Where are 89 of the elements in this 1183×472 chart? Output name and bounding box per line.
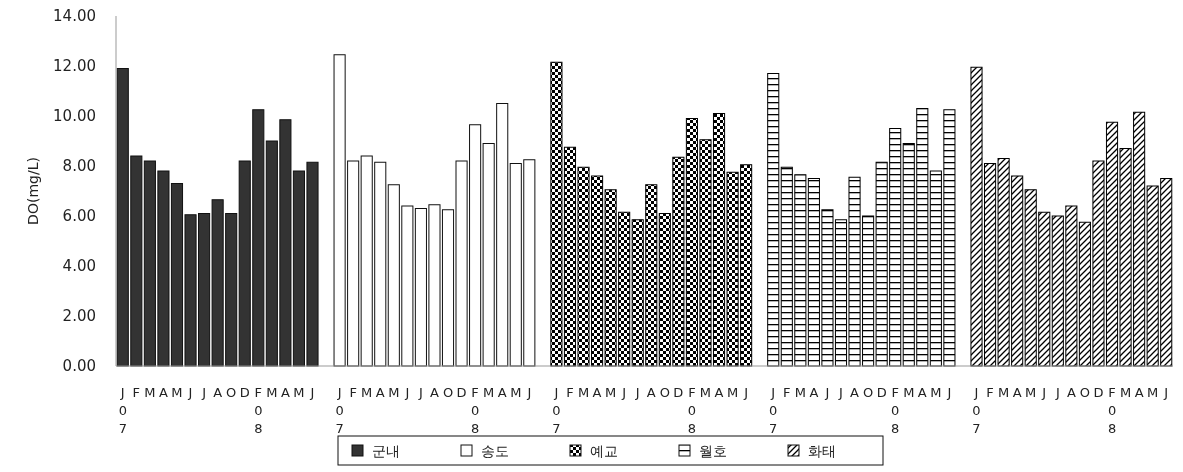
y-tick-label: 6.00 [62,207,96,225]
x-tick-label: J [634,385,640,400]
x-tick-label: A [1134,385,1144,400]
x-tick-label: J [526,385,532,400]
legend-label: 월호 [699,443,727,459]
x-tick-label: F [986,385,994,400]
x-tick-label: M [605,385,617,400]
legend-label: 군내 [372,443,400,459]
x-tick-label: J [838,385,843,400]
x-tick-label: D [673,385,684,400]
legend-label: 송도 [481,443,509,459]
x-tick-label: M [998,385,1010,400]
x-tick-label: F 0 8 [891,385,900,436]
x-tick-label: D [456,385,467,400]
x-tick-label: F 0 8 [254,385,263,436]
legend-label: 화태 [808,443,836,459]
x-tick-label: M [388,385,400,400]
x-tick-label: A [850,385,860,400]
x-tick-label: J [201,385,207,400]
x-tick-label: M [510,385,522,400]
y-tick-label: 4.00 [62,257,96,275]
x-tick-label: F [349,385,357,400]
x-tick-label: A [497,385,507,400]
x-tick-label: M [726,385,739,400]
x-tick-label: J [743,385,749,400]
x-tick-label: J 0 7 [118,385,127,436]
x-tick-label: J [417,385,423,400]
x-tick-label: F [783,385,791,400]
x-tick-label: D [239,385,250,400]
x-tick-label: M [930,385,942,400]
x-tick-label: A [809,385,819,400]
y-tick-label: 14.00 [53,7,96,25]
y-tick-label: 0.00 [62,357,96,375]
x-tick-label: J 0 7 [972,385,981,436]
x-tick-label: J [1041,385,1047,400]
x-tick-label: A [646,385,656,400]
x-tick-label: O [226,385,237,400]
x-tick-label: A [158,385,168,400]
x-tick-label: J [404,385,410,400]
x-tick-label: J [1054,385,1060,400]
x-tick-label: M [361,385,373,400]
x-tick-label: O [659,385,670,400]
x-tick-label: F 0 8 [1107,385,1117,436]
x-tick-label: J 0 7 [335,385,344,436]
x-tick-label: M [266,385,278,400]
x-tick-label: J [621,385,627,400]
x-tick-label: A [280,385,290,400]
x-tick-label: F [132,385,141,400]
x-tick-label: A [213,385,223,400]
x-tick-label: J [309,385,315,400]
x-tick-label: D [1093,385,1104,400]
y-tick-label: 2.00 [62,307,96,325]
x-tick-label: O [862,385,874,400]
x-tick-label: F [566,385,574,400]
x-tick-label: J [187,385,193,400]
x-tick-label: J 0 7 [552,385,561,436]
x-tick-label: J [824,385,830,400]
y-tick-label: 10.00 [53,107,96,125]
x-tick-label: M [794,385,806,400]
x-tick-label: A [917,385,927,400]
x-tick-label: A [375,385,385,400]
x-tick-label: F 0 8 [687,385,697,436]
legend-label: 예교 [590,443,618,459]
x-tick-label: J [946,385,952,400]
x-tick-label: M [483,385,495,400]
x-tick-label: A [1012,385,1022,400]
x-tick-label: M [1025,385,1037,400]
x-tick-label: M [171,385,183,400]
x-tick-label: A [592,385,602,400]
x-tick-label: O [1079,385,1091,400]
y-axis-title: DO(mg/L) [25,157,41,225]
x-tick-label: J [1163,385,1169,400]
x-tick-label: M [1147,385,1159,400]
y-tick-label: 8.00 [62,157,96,175]
x-tick-label: O [442,385,454,400]
x-tick-label: M [903,385,915,400]
x-tick-label: A [430,385,439,400]
y-tick-label: 12.00 [53,57,96,75]
x-tick-label: F 0 8 [470,385,480,436]
x-tick-label: M [577,385,590,400]
x-tick-label: M [293,385,305,400]
x-tick-label: M [699,385,712,400]
x-tick-label: J 0 7 [769,385,778,436]
x-tick-label: A [1066,385,1076,400]
x-tick-label: A [714,385,724,400]
x-tick-label: M [1119,385,1132,400]
bar [767,73,780,367]
x-tick-label: D [876,385,887,400]
x-tick-label: M [144,385,156,400]
